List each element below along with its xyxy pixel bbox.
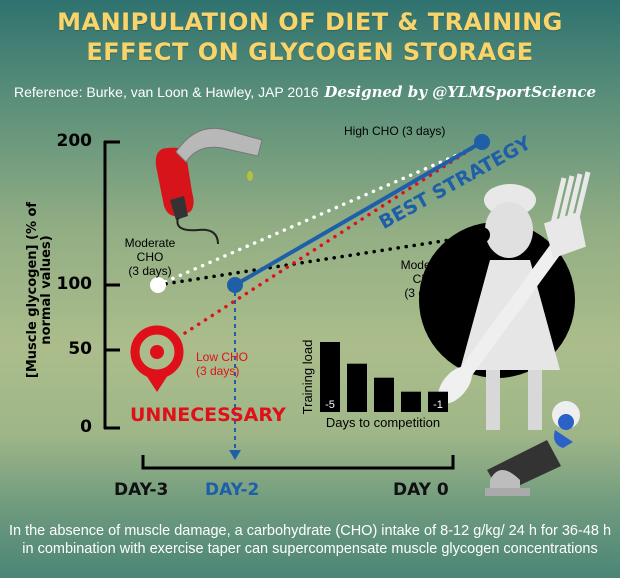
training-bar--4 (347, 363, 367, 412)
designed-by: Designed by @YLMSportScience (324, 83, 596, 101)
label-moderate-right-2: (3 days) (404, 286, 448, 300)
training-bar-label--1: -1 (433, 399, 443, 411)
point-moderate-end (474, 226, 490, 243)
label-low-2: (3 days) (196, 364, 240, 378)
target-pin-icon (130, 325, 184, 392)
training-bar--1 (428, 391, 448, 412)
x-label-day-0: DAY 0 (393, 480, 449, 500)
x-axis-bracket (141, 455, 455, 470)
label-moderate-left: Moderate CHO (3 days) (110, 236, 190, 278)
title-line-1: MANIPULATION OF DIET & TRAINING (57, 8, 563, 36)
label-low-cho: Low CHO (3 days) (196, 350, 248, 378)
label-moderate-left-2: (3 days) (128, 264, 172, 278)
footer-note: In the absence of muscle damage, a carbo… (0, 522, 620, 558)
training-bar--2 (401, 391, 421, 412)
day-2-arrow (229, 450, 241, 460)
point-high-start (227, 277, 243, 293)
cannon-icon (485, 401, 580, 496)
training-bar--3 (374, 377, 394, 412)
chef-with-fork-icon (419, 171, 591, 430)
label-moderate-right: Moderate CHO (3 days) (386, 258, 466, 300)
series-line-3 (233, 140, 484, 287)
point-moderate-start (150, 277, 166, 293)
y-tick-label-0: 0 (80, 417, 92, 437)
fuel-nozzle-icon (155, 127, 263, 245)
inset-x-label: Days to competition (325, 415, 441, 430)
label-moderate-right-1: Moderate CHO (400, 258, 452, 286)
inset-y-label: Training load (300, 339, 315, 415)
y-tick-label-200: 200 (56, 131, 93, 151)
x-label-day-minus-3: DAY-3 (114, 480, 169, 500)
reference: Reference: Burke, van Loon & Hawley, JAP… (14, 84, 319, 100)
y-tick-label-100: 100 (56, 274, 93, 294)
title-line-2: EFFECT ON GLYCOGEN STORAGE (86, 38, 534, 66)
label-high-cho: High CHO (3 days) (344, 124, 446, 138)
training-bar-label--5: -5 (325, 399, 335, 411)
y-tick-label-50: 50 (68, 339, 92, 359)
footer-line-1: In the absence of muscle damage, a carbo… (8, 523, 612, 539)
footer-line-2: in combination with exercise taper can s… (22, 541, 598, 557)
series-line-2 (183, 140, 484, 335)
x-label-day-minus-2: DAY-2 (205, 480, 260, 500)
label-moderate-left-1: Moderate CHO (124, 236, 176, 264)
training-bar--5 (320, 342, 340, 412)
point-high-end (474, 134, 490, 150)
series-line-0 (156, 150, 466, 287)
unnecessary-label: UNNECESSARY (130, 404, 286, 426)
label-low-1: Low CHO (196, 350, 249, 364)
